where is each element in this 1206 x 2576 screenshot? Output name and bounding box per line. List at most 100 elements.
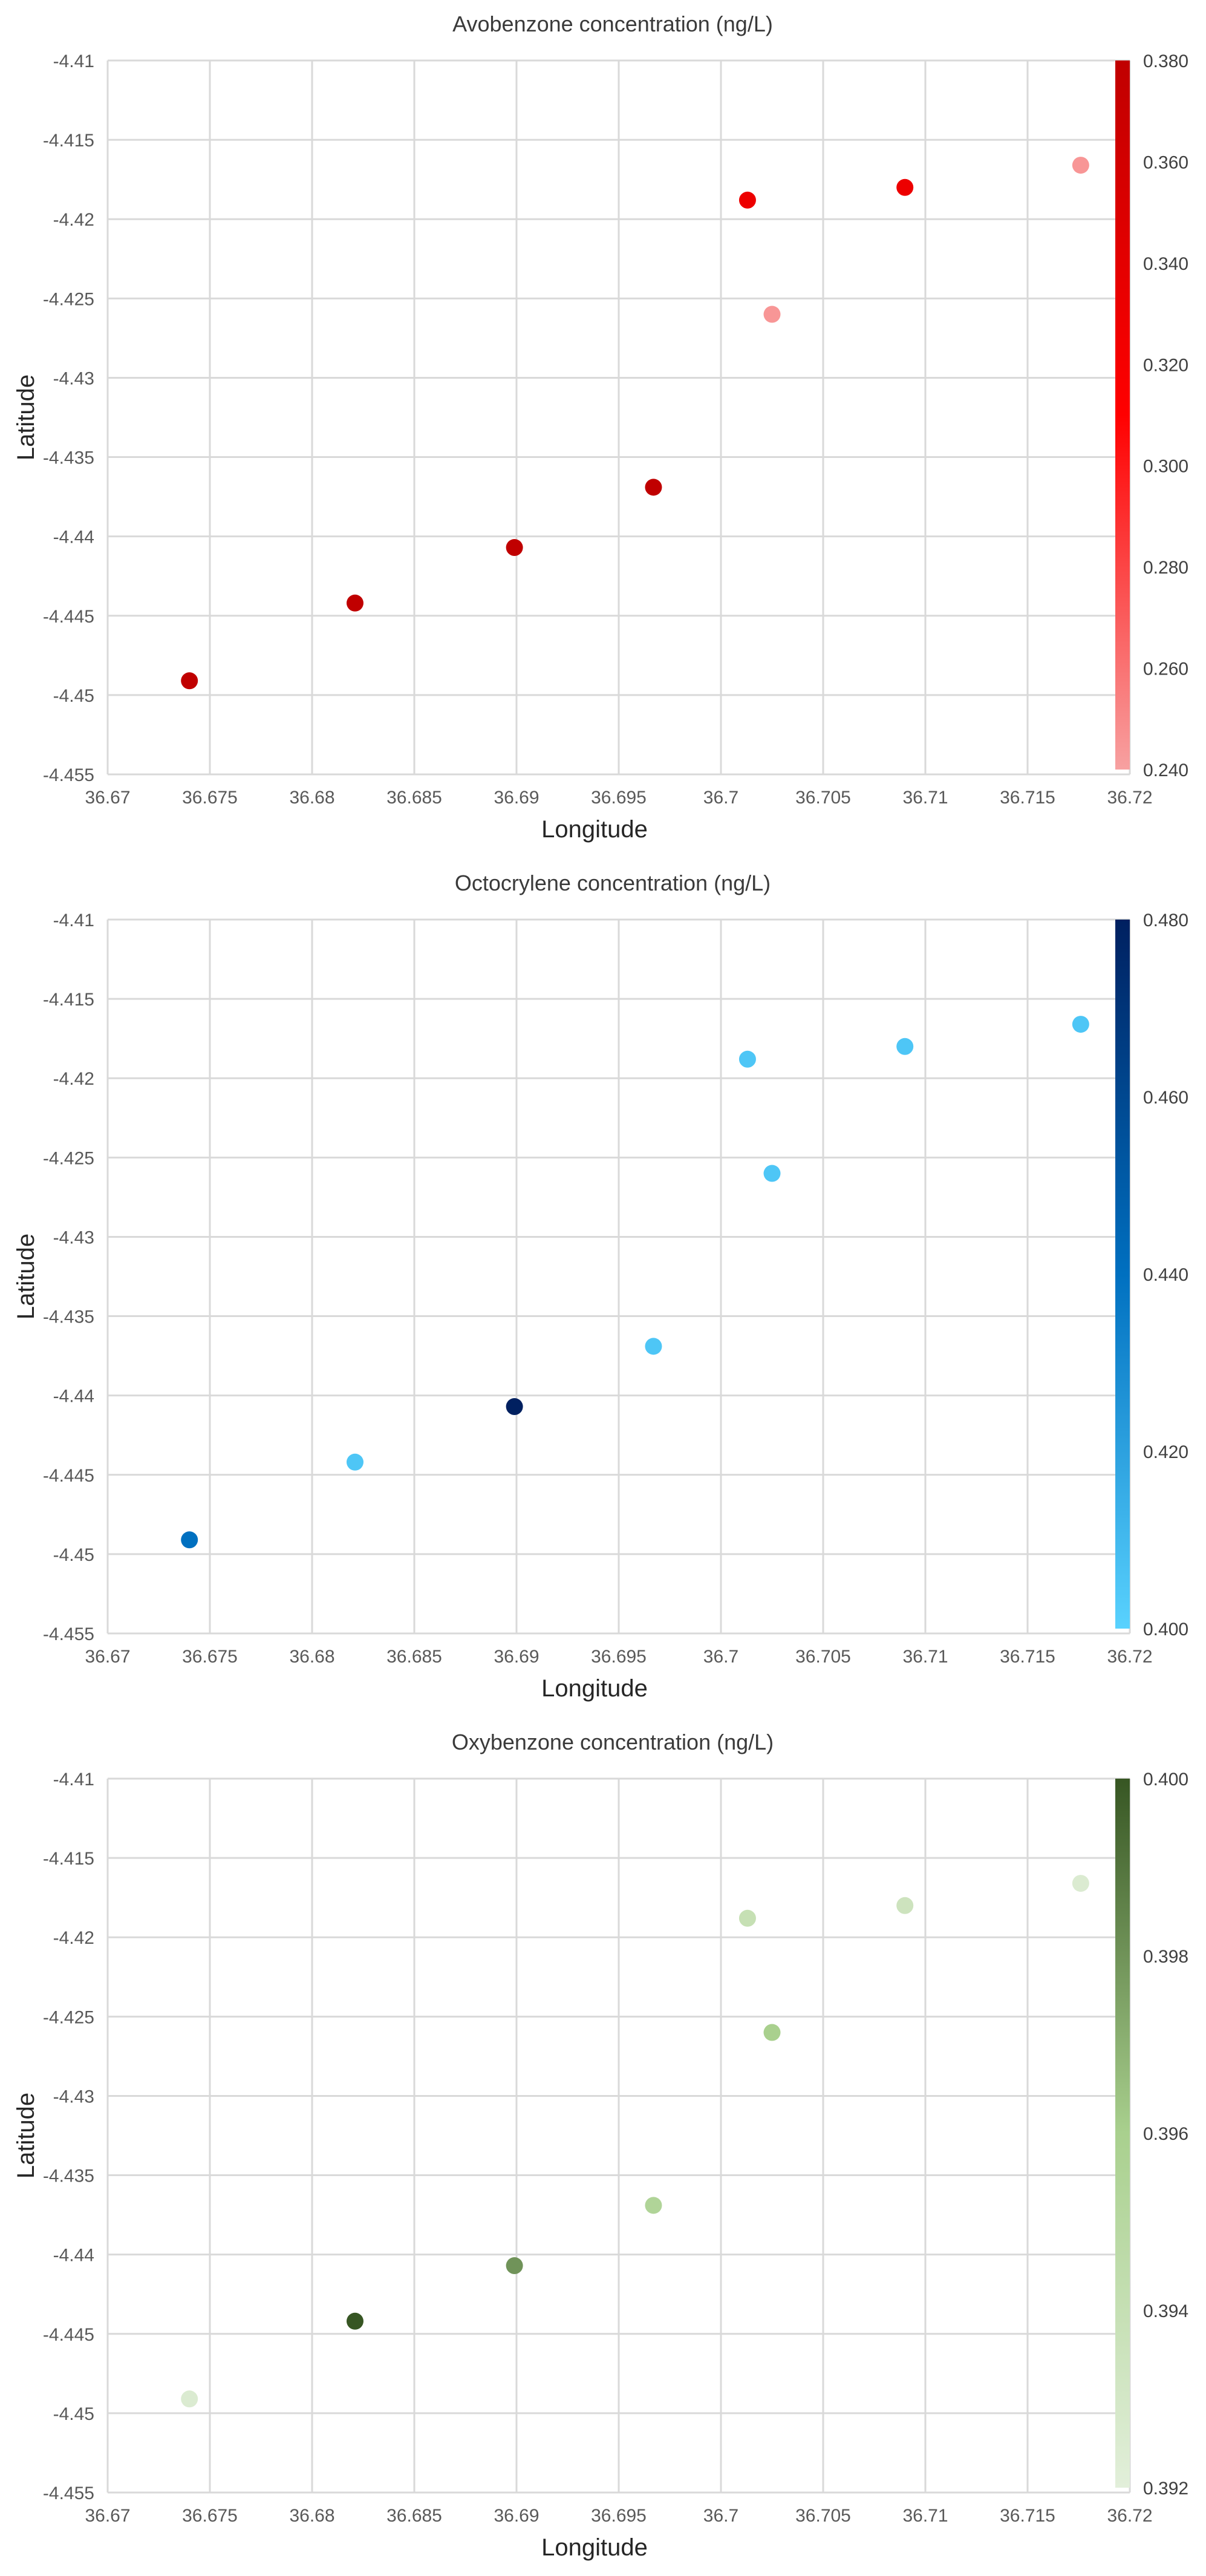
data-point <box>738 1909 756 1927</box>
x-tick-label: 36.71 <box>902 1647 948 1667</box>
colorbar-tick-label: 0.260 <box>1143 659 1188 679</box>
y-tick-label: -4.43 <box>53 2087 94 2107</box>
x-tick-label: 36.705 <box>795 2506 851 2526</box>
y-tick-label: -4.435 <box>43 1307 94 1327</box>
y-tick-label: -4.41 <box>53 1770 94 1790</box>
colorbar-tick-label: 0.440 <box>1143 1265 1188 1285</box>
x-tick-label: 36.72 <box>1107 1647 1152 1667</box>
x-tick-label: 36.705 <box>795 1647 851 1667</box>
y-tick-label: -4.425 <box>43 1148 94 1168</box>
x-tick-label: 36.685 <box>386 788 442 808</box>
y-tick-label: -4.41 <box>53 51 94 71</box>
x-tick-label: 36.715 <box>1000 2506 1055 2526</box>
chart-panel-2: Octocrylene concentration (ng/L) 36.67 36.… <box>13 871 1188 1702</box>
data-point <box>896 1897 914 1914</box>
x-tick-label: 36.675 <box>182 2506 238 2526</box>
x-tick-label: 36.685 <box>386 2506 442 2526</box>
y-tick-label: -4.44 <box>53 2246 94 2266</box>
colorbar-tick-label: 0.460 <box>1143 1088 1188 1108</box>
y-tick-label: -4.44 <box>53 528 94 548</box>
data-point <box>181 2390 198 2408</box>
colorbar-tick-label: 0.380 <box>1143 51 1188 71</box>
x-tick-label: 36.695 <box>591 2506 647 2526</box>
colorbar-tick-label: 0.400 <box>1143 1770 1188 1790</box>
chart-title: Octocrylene concentration (ng/L) <box>455 871 771 895</box>
data-point <box>1072 1875 1089 1892</box>
y-axis-label: Latitude <box>13 374 39 460</box>
y-tick-label: -4.455 <box>43 1624 94 1644</box>
y-tick-label: -4.42 <box>53 210 94 230</box>
y-tick-label: -4.42 <box>53 1928 94 1948</box>
data-point <box>645 1338 662 1355</box>
data-point <box>346 594 363 612</box>
colorbar-tick-label: 0.396 <box>1143 2124 1188 2144</box>
x-tick-label: 36.67 <box>85 1647 130 1667</box>
data-point <box>181 672 198 690</box>
x-axis-label: Longitude <box>541 1675 648 1702</box>
data-point <box>506 1398 523 1416</box>
colorbar-tick-label: 0.300 <box>1143 457 1188 477</box>
data-point <box>645 2197 662 2214</box>
x-axis-label: Longitude <box>541 2534 648 2561</box>
colorbar-tick-label: 0.240 <box>1143 760 1188 780</box>
data-point <box>506 539 523 557</box>
chart-panel-1: Avobenzone concentration (ng/L) 36.67 36.6… <box>13 11 1188 843</box>
x-tick-label: 36.71 <box>902 2506 948 2526</box>
y-tick-label: -4.44 <box>53 1387 94 1407</box>
x-tick-label: 36.675 <box>182 788 238 808</box>
y-tick-label: -4.445 <box>43 1466 94 1486</box>
y-axis-label: Latitude <box>13 2093 39 2179</box>
colorbar <box>1115 1779 1130 2488</box>
x-axis-label: Longitude <box>541 816 648 843</box>
y-tick-label: -4.42 <box>53 1069 94 1089</box>
x-tick-label: 36.67 <box>85 2506 130 2526</box>
colorbar-tick-label: 0.394 <box>1143 2301 1188 2321</box>
colorbar-tick-label: 0.280 <box>1143 558 1188 578</box>
colorbar-tick-label: 0.392 <box>1143 2479 1188 2499</box>
y-tick-label: -4.445 <box>43 2325 94 2345</box>
y-tick-label: -4.415 <box>43 131 94 151</box>
y-tick-label: -4.45 <box>53 1545 94 1565</box>
x-tick-label: 36.72 <box>1107 788 1152 808</box>
y-tick-label: -4.445 <box>43 607 94 627</box>
y-tick-label: -4.435 <box>43 2166 94 2186</box>
y-tick-label: -4.41 <box>53 910 94 930</box>
colorbar-tick-label: 0.398 <box>1143 1947 1188 1967</box>
y-tick-label: -4.43 <box>53 368 94 388</box>
x-tick-label: 36.675 <box>182 1647 238 1667</box>
colorbar <box>1115 920 1130 1629</box>
data-point <box>1072 1016 1089 1033</box>
y-tick-label: -4.455 <box>43 765 94 785</box>
data-point <box>506 2257 523 2275</box>
x-tick-label: 36.715 <box>1000 1647 1055 1667</box>
y-tick-label: -4.415 <box>43 1849 94 1869</box>
colorbar-tick-label: 0.360 <box>1143 152 1188 172</box>
data-point <box>1072 157 1089 174</box>
chart-title: Avobenzone concentration (ng/L) <box>452 11 773 36</box>
x-tick-label: 36.7 <box>703 2506 738 2526</box>
y-tick-label: -4.425 <box>43 2007 94 2027</box>
y-tick-label: -4.425 <box>43 289 94 309</box>
x-tick-label: 36.69 <box>494 2506 539 2526</box>
x-tick-label: 36.68 <box>289 2506 334 2526</box>
y-tick-label: -4.455 <box>43 2483 94 2503</box>
x-tick-label: 36.685 <box>386 1647 442 1667</box>
colorbar-tick-label: 0.340 <box>1143 254 1188 274</box>
data-point <box>346 2312 363 2330</box>
x-tick-label: 36.68 <box>289 788 334 808</box>
chart-panel-3: Oxybenzone concentration (ng/L) 36.67 36.6… <box>13 1730 1188 2561</box>
data-point <box>763 1165 781 1182</box>
x-tick-label: 36.7 <box>703 788 738 808</box>
x-tick-label: 36.705 <box>795 788 851 808</box>
x-tick-label: 36.69 <box>494 1647 539 1667</box>
colorbar <box>1115 60 1130 770</box>
x-tick-label: 36.71 <box>902 788 948 808</box>
data-point <box>763 2024 781 2041</box>
data-point <box>763 306 781 323</box>
data-point <box>738 191 756 209</box>
x-tick-label: 36.67 <box>85 788 130 808</box>
x-tick-label: 36.695 <box>591 1647 647 1667</box>
colorbar-tick-label: 0.400 <box>1143 1620 1188 1639</box>
x-tick-label: 36.7 <box>703 1647 738 1667</box>
